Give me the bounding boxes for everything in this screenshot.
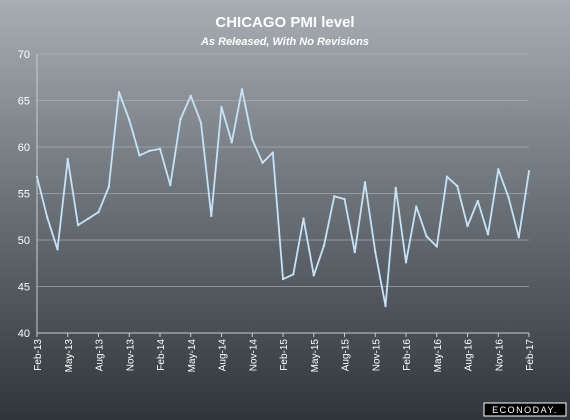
- chart-title: CHICAGO PMI level: [215, 14, 354, 31]
- data-point: [281, 277, 285, 281]
- data-point: [220, 105, 223, 109]
- x-tick-label: Aug-15: [341, 339, 352, 372]
- data-point: [261, 161, 264, 165]
- data-point: [333, 195, 336, 198]
- data-point: [240, 88, 244, 91]
- data-point: [46, 216, 49, 219]
- data-point: [128, 118, 131, 122]
- x-tick-label: Feb-17: [525, 339, 536, 371]
- y-tick-label: 60: [18, 142, 30, 154]
- x-tick-label: Feb-14: [156, 339, 167, 371]
- x-tick-label: May-14: [187, 339, 198, 373]
- data-point: [312, 274, 315, 277]
- data-point: [251, 138, 254, 141]
- x-tick-label: Feb-13: [33, 339, 44, 371]
- x-tick-label: Feb-16: [402, 339, 413, 371]
- x-tick-label: Aug-14: [218, 339, 229, 372]
- watermark-text: ECONODAY.: [492, 405, 558, 415]
- data-point: [302, 217, 305, 220]
- data-point: [169, 183, 172, 187]
- data-point: [435, 245, 438, 248]
- y-tick-label: 50: [18, 235, 30, 247]
- data-point: [107, 185, 110, 189]
- data-point: [363, 181, 367, 184]
- data-point: [456, 184, 459, 188]
- x-tick-label: Feb-15: [279, 339, 290, 371]
- data-point: [343, 197, 346, 201]
- x-tick-label: Aug-13: [95, 339, 106, 372]
- x-tick-label: Nov-14: [248, 339, 259, 372]
- data-point: [210, 214, 213, 218]
- data-point: [507, 196, 510, 199]
- data-point: [476, 199, 479, 203]
- data-point: [322, 244, 326, 247]
- data-point: [466, 224, 469, 228]
- data-point: [189, 94, 192, 98]
- data-point: [384, 304, 387, 308]
- y-tick-label: 40: [18, 328, 30, 340]
- data-point: [199, 121, 203, 125]
- data-point: [425, 235, 428, 238]
- x-tick-label: Nov-15: [371, 339, 382, 372]
- chart-subtitle: As Released, With No Revisions: [200, 36, 369, 48]
- gridlines: [37, 53, 529, 334]
- series-layer: [35, 88, 531, 308]
- data-point: [445, 175, 449, 178]
- y-axis-ticks: 40 45 50 55 60 65 70: [18, 49, 30, 340]
- watermark-box: [483, 402, 567, 417]
- data-point: [158, 147, 162, 151]
- data-point: [353, 250, 356, 254]
- data-point: [230, 141, 233, 144]
- data-point: [138, 154, 141, 157]
- x-tick-label: Aug-16: [464, 339, 475, 372]
- x-tick-label: Nov-13: [125, 339, 136, 372]
- data-point: [117, 90, 121, 94]
- y-tick-label: 45: [18, 282, 30, 294]
- data-point: [517, 236, 520, 239]
- data-point: [66, 157, 69, 161]
- y-tick-label: 70: [18, 49, 30, 61]
- data-point: [527, 169, 531, 173]
- x-axis-ticks: Feb-13 May-13 Aug-13 Nov-13 Feb-14 May-14 Aug-…: [33, 333, 536, 372]
- data-point: [56, 248, 59, 251]
- data-point: [404, 261, 408, 264]
- x-tick-label: May-15: [310, 339, 321, 373]
- data-point: [486, 233, 490, 236]
- data-point: [97, 210, 100, 214]
- series-line-0: [36, 88, 530, 307]
- x-tick-label: Nov-16: [494, 339, 505, 372]
- data-point: [374, 250, 377, 254]
- y-tick-label: 55: [18, 189, 30, 201]
- data-point: [497, 168, 500, 171]
- econoday-watermark: ECONODAY.: [483, 402, 567, 417]
- x-tick-label: May-16: [433, 339, 444, 373]
- data-point: [271, 151, 274, 154]
- data-point: [148, 149, 151, 152]
- data-point: [179, 117, 182, 121]
- data-point: [292, 273, 295, 276]
- y-tick-label: 65: [18, 96, 30, 108]
- x-tick-label: May-13: [64, 339, 75, 373]
- data-point: [415, 205, 418, 208]
- data-point: [394, 186, 397, 190]
- data-point: [76, 223, 80, 227]
- data-point: [87, 217, 90, 220]
- data-point: [35, 175, 39, 178]
